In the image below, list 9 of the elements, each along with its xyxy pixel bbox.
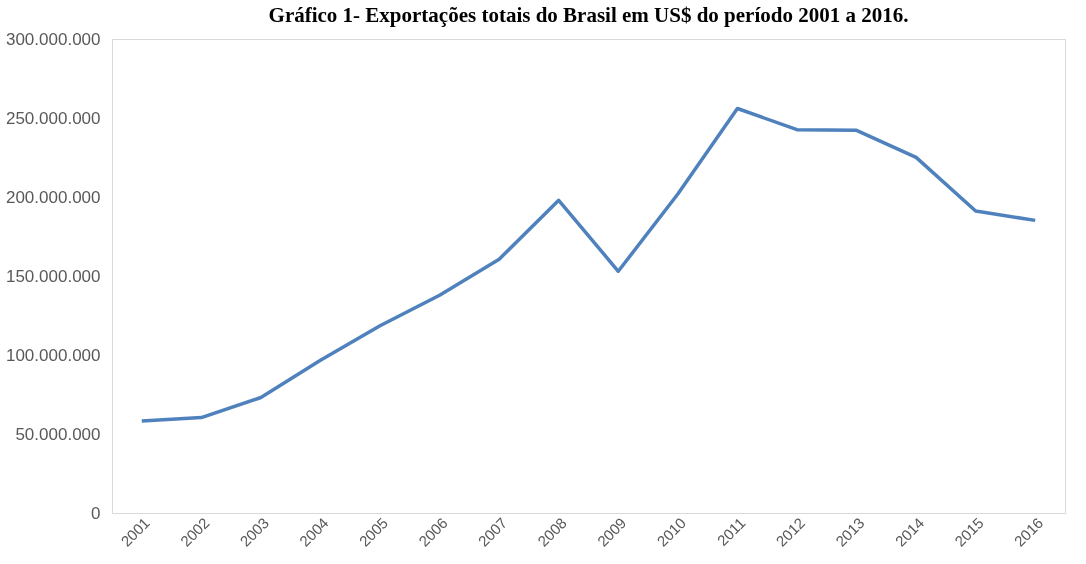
y-tick-label: 200.000.000	[5, 187, 101, 207]
y-tick-label: 300.000.000	[5, 29, 101, 49]
y-tick-label: 50.000.000	[15, 424, 101, 444]
chart-title: Gráfico 1- Exportações totais do Brasil em US$ do período 2001 a 2016.	[268, 3, 909, 27]
y-tick-label: 150.000.000	[5, 266, 101, 286]
y-tick-label: 100.000.000	[5, 345, 101, 365]
line-series	[140, 106, 1037, 423]
y-tick-label: 0	[91, 503, 101, 523]
y-tick-label: 250.000.000	[5, 108, 101, 128]
